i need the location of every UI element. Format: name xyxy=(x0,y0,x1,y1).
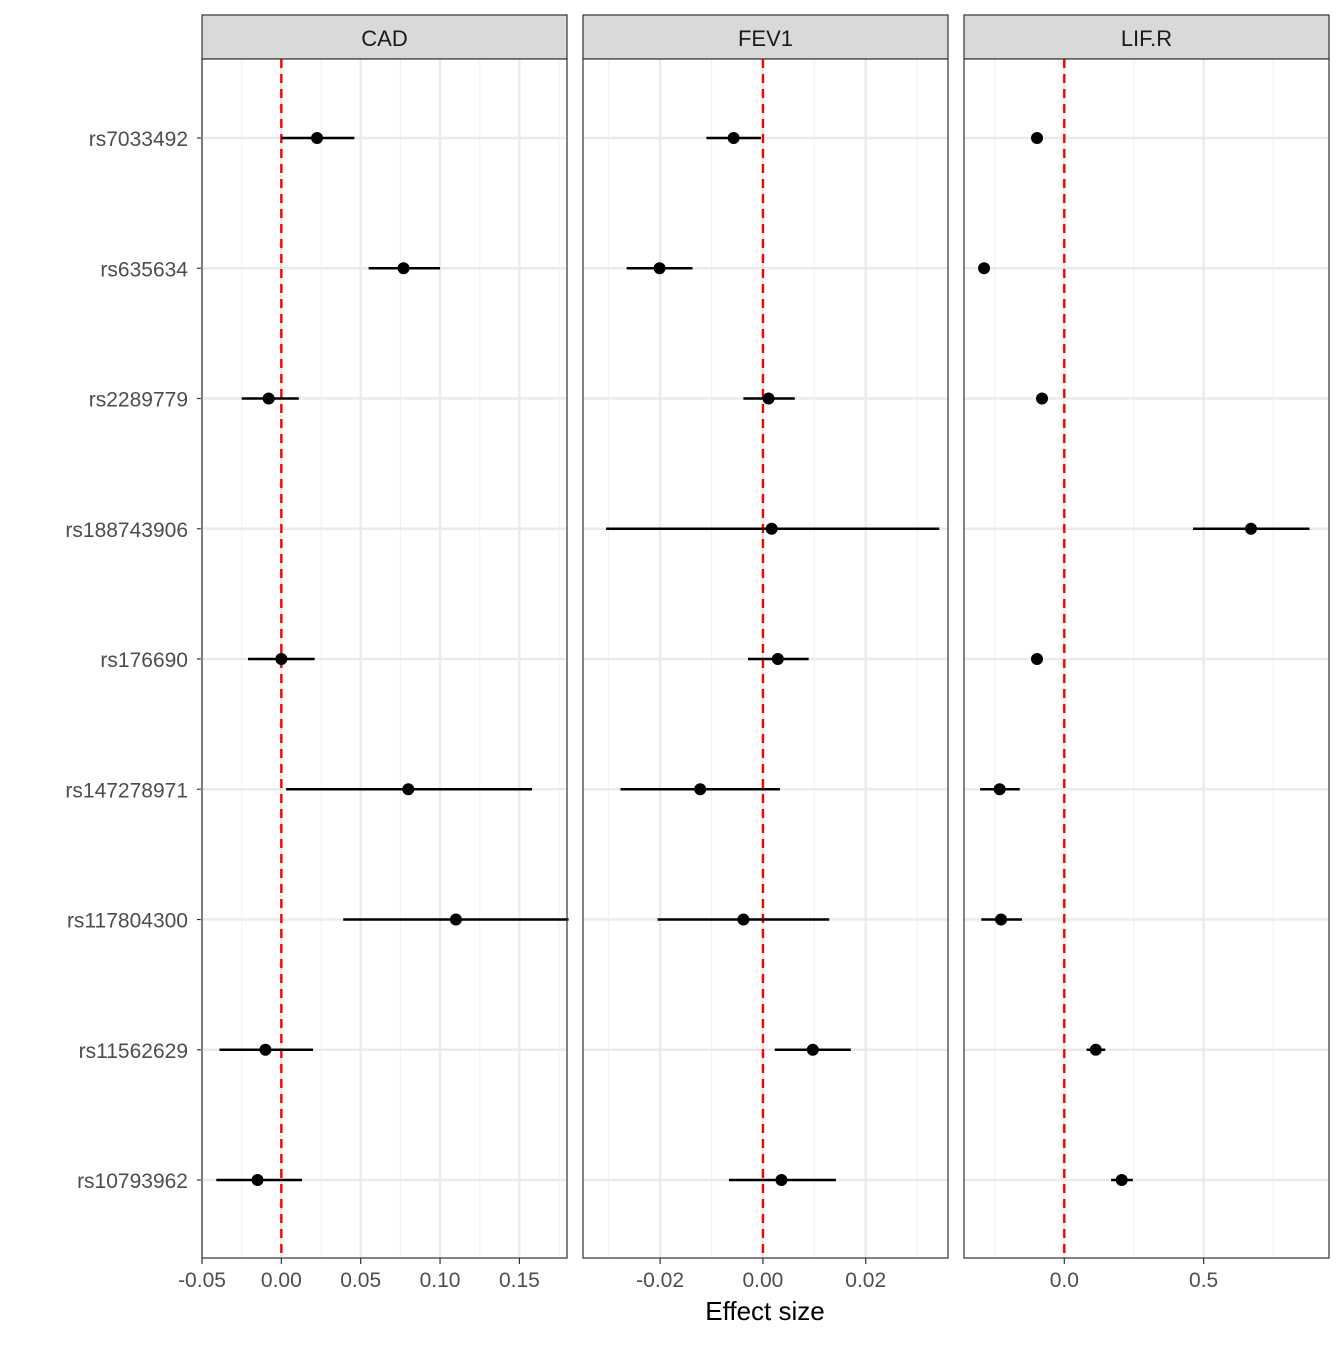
panel-border xyxy=(963,58,1330,1259)
y-tick-label: rs635634 xyxy=(100,258,188,281)
x-tick-label: -0.05 xyxy=(178,1269,226,1292)
effect-point xyxy=(262,392,275,405)
effect-point xyxy=(775,1174,788,1186)
x-tick-label: 0.10 xyxy=(420,1269,461,1292)
y-tick-label: rs11562629 xyxy=(79,1040,188,1063)
x-axis-title: Effect size xyxy=(705,1296,824,1326)
effect-point xyxy=(1089,1043,1102,1056)
effect-point xyxy=(1244,522,1257,535)
effect-point xyxy=(1031,132,1043,144)
effect-point xyxy=(978,262,991,275)
effect-point xyxy=(694,783,707,796)
effect-point xyxy=(259,1043,272,1056)
effect-point xyxy=(993,783,1006,796)
y-tick-label: rs10793962 xyxy=(77,1170,188,1193)
effect-point xyxy=(397,262,410,275)
effect-point xyxy=(771,653,784,665)
effect-point xyxy=(449,913,462,926)
y-tick-label: rs2289779 xyxy=(89,389,188,412)
x-tick-label: 0.00 xyxy=(742,1269,783,1292)
effect-point xyxy=(402,783,415,796)
y-tick-label: rs176690 xyxy=(100,649,188,672)
x-tick-label: 0.00 xyxy=(261,1269,302,1292)
effect-point xyxy=(727,132,740,144)
facet-strip-label: LIF.R xyxy=(1121,26,1172,51)
effect-point xyxy=(737,913,750,926)
facet-strip-label: CAD xyxy=(361,26,407,51)
effect-point xyxy=(1031,653,1043,665)
x-tick-label: 0.05 xyxy=(340,1269,381,1292)
x-tick-label: 0.5 xyxy=(1189,1269,1218,1292)
x-tick-label: 0.02 xyxy=(845,1269,886,1292)
effect-point xyxy=(311,132,324,144)
effect-point xyxy=(653,262,666,275)
facet-strip xyxy=(963,14,1330,60)
x-tick-label: 0.15 xyxy=(499,1269,540,1292)
effect-point xyxy=(762,392,775,405)
effect-point xyxy=(1115,1174,1128,1186)
y-tick-label: rs188743906 xyxy=(65,519,188,542)
effect-point xyxy=(995,913,1008,926)
effect-point xyxy=(806,1043,819,1056)
facet-strip xyxy=(582,14,949,60)
x-tick-label: 0.0 xyxy=(1050,1269,1079,1292)
panel-border xyxy=(201,58,568,1259)
facet-strip-label: FEV1 xyxy=(738,26,793,51)
x-tick-label: -0.02 xyxy=(636,1269,684,1292)
panel-border xyxy=(582,58,949,1259)
effect-point xyxy=(1036,392,1049,405)
facet-strip xyxy=(201,14,568,60)
y-tick-label: rs117804300 xyxy=(67,910,188,933)
effect-point xyxy=(251,1174,264,1186)
effect-point xyxy=(765,522,778,535)
effect-point xyxy=(275,653,288,665)
y-tick-label: rs147278971 xyxy=(65,779,188,802)
y-tick-label: rs7033492 xyxy=(89,128,188,151)
